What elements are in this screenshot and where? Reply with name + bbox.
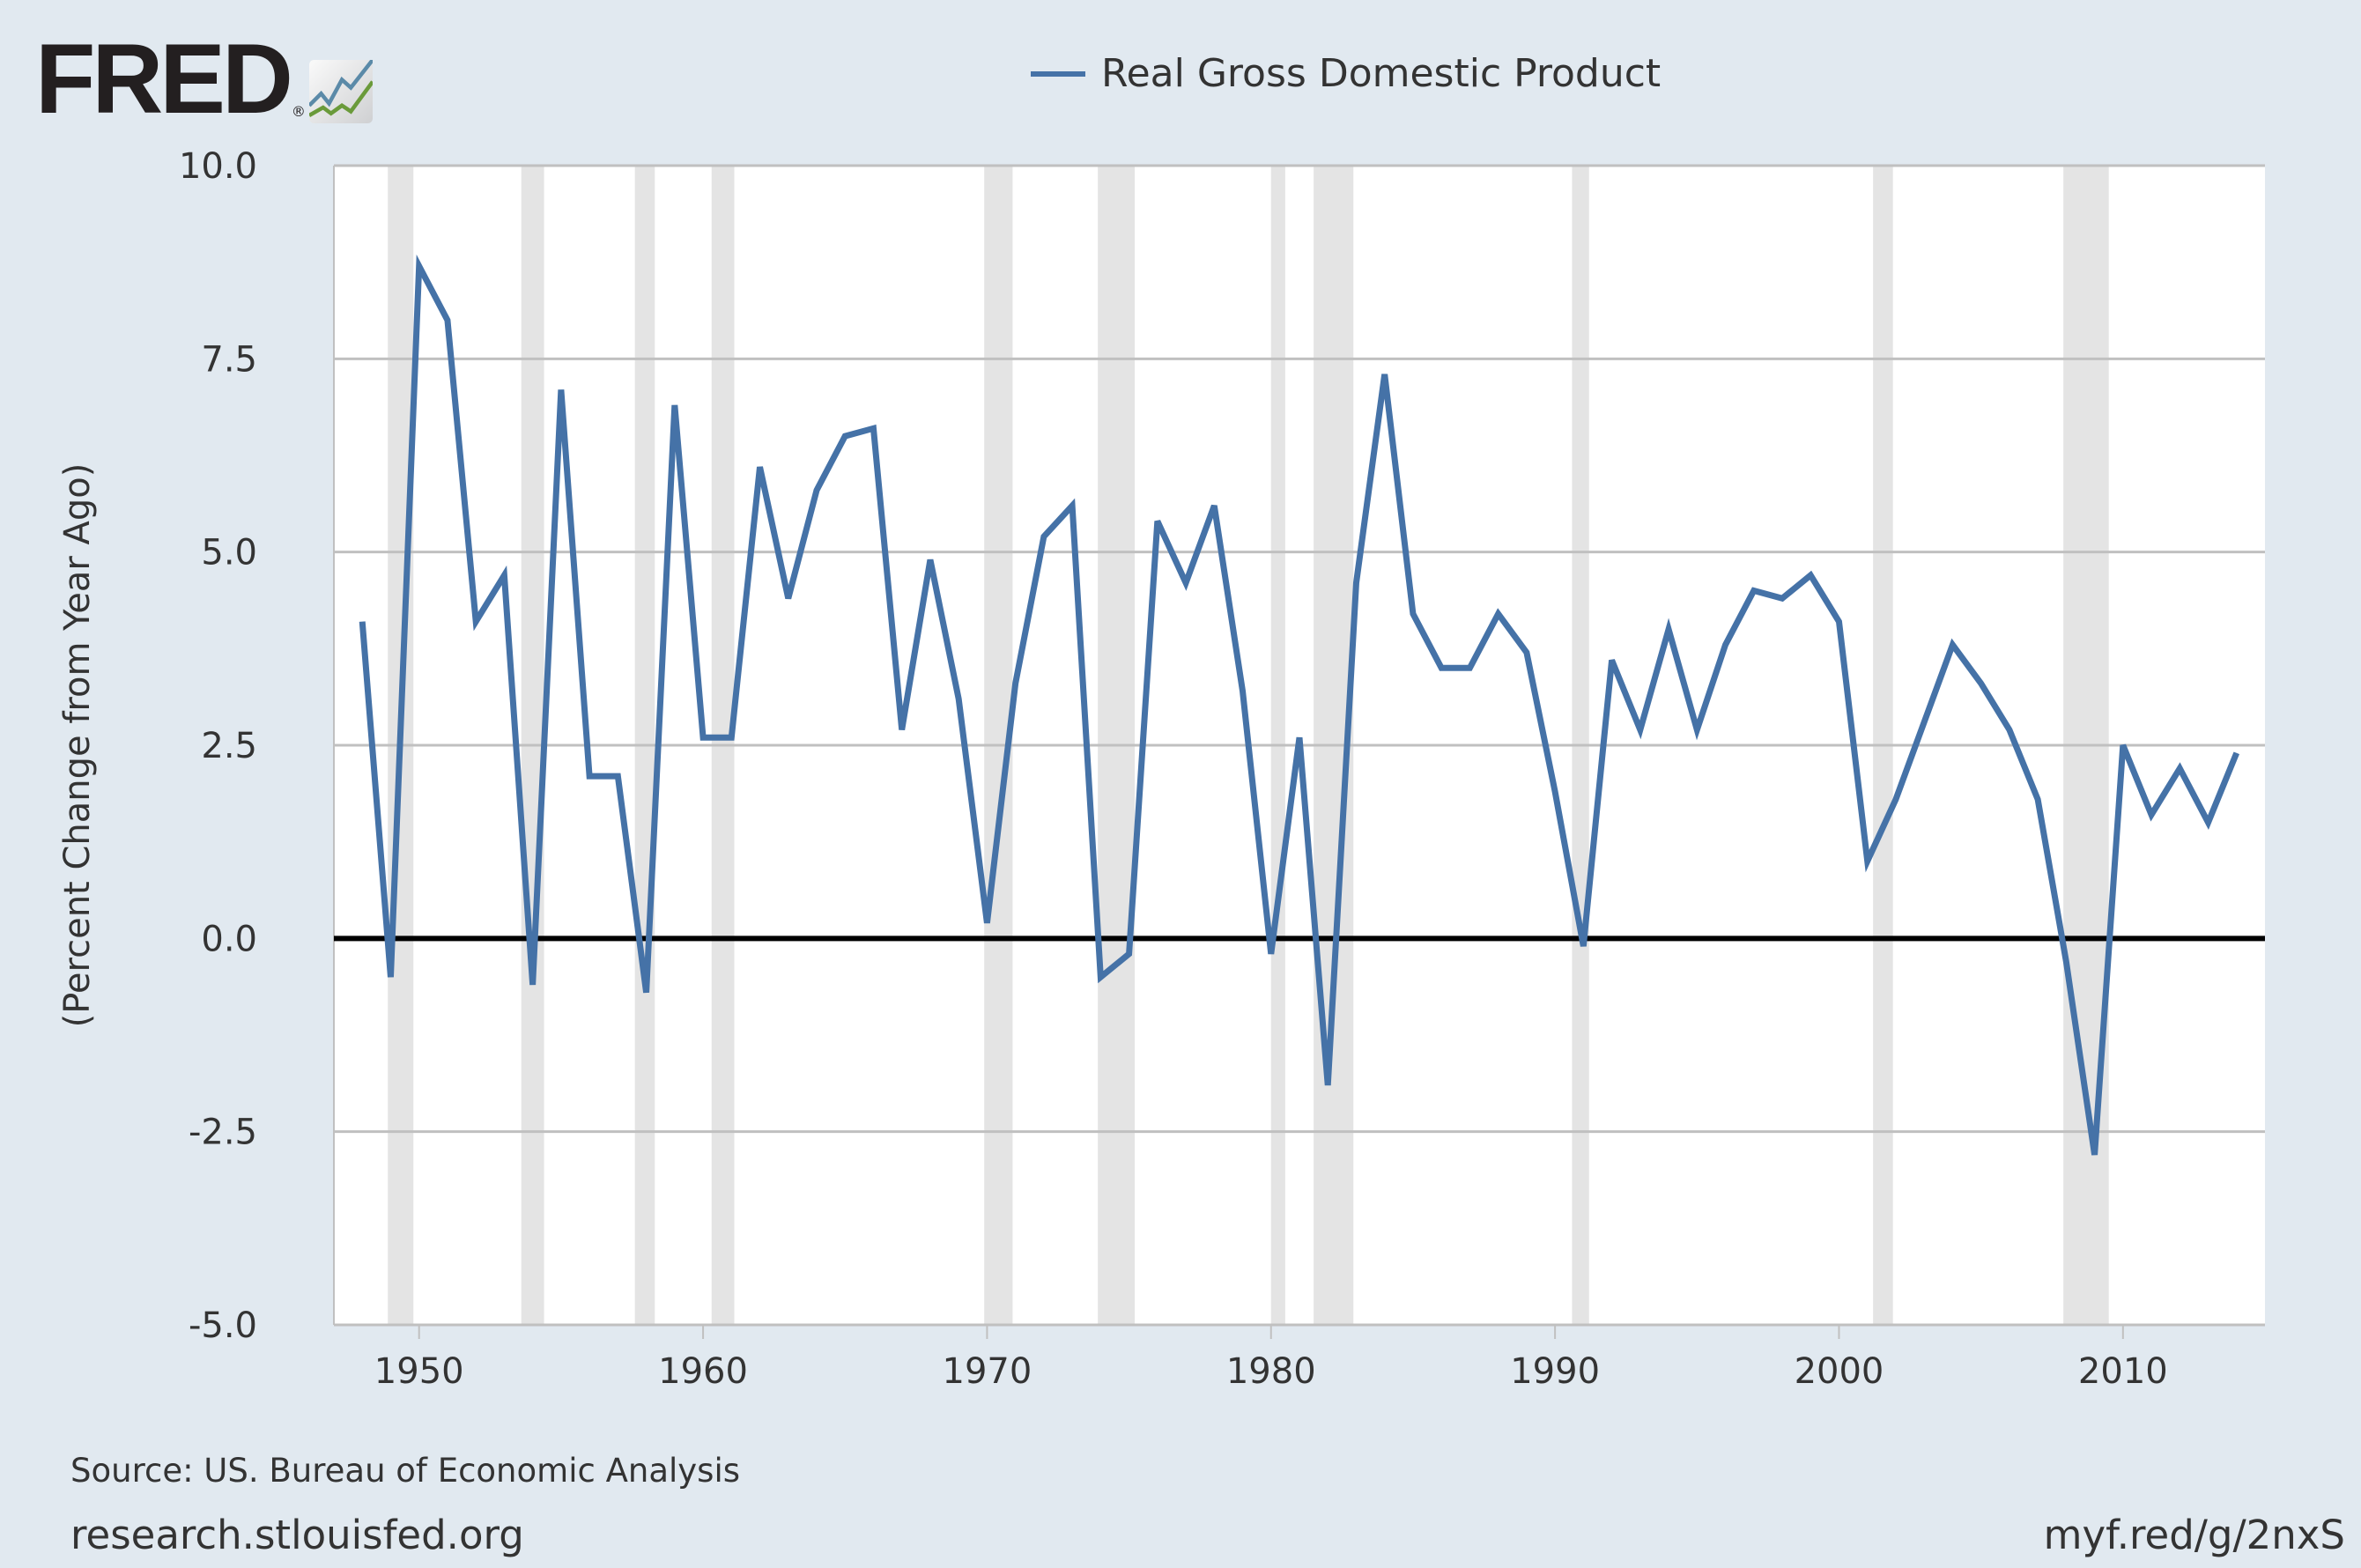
source-note: Source: US. Bureau of Economic Analysis — [70, 1452, 741, 1490]
registered-mark: ® — [291, 103, 306, 120]
short-url-link[interactable]: myf.red/g/2nxS — [2043, 1512, 2345, 1558]
x-tick-label: 1970 — [943, 1351, 1032, 1392]
y-tick-labels: -5.0 -2.5 0.0 2.5 5.0 7.5 10.0 — [179, 146, 257, 1346]
y-tick-label: 0.0 — [201, 919, 257, 959]
y-tick-label: 5.0 — [201, 533, 257, 573]
legend-swatch — [1031, 70, 1085, 77]
y-tick-label: 7.5 — [201, 339, 257, 380]
y-tick-label: 10.0 — [179, 146, 257, 187]
site-link[interactable]: research.stlouisfed.org — [70, 1512, 524, 1558]
legend[interactable]: Real Gross Domestic Product — [1031, 51, 1661, 96]
series-line — [359, 254, 2240, 1156]
x-tick-label: 2000 — [1795, 1351, 1884, 1392]
y-tick-label: 2.5 — [201, 726, 257, 766]
chart-logo-icon — [308, 60, 373, 123]
x-tick-label: 1980 — [1226, 1351, 1316, 1392]
series-lines — [359, 254, 2240, 1156]
y-tick-label: -2.5 — [189, 1113, 257, 1153]
legend-label: Real Gross Domestic Product — [1101, 51, 1662, 96]
fred-logo[interactable]: FRED ® — [35, 24, 373, 134]
y-axis-label: (Percent Change from Year Ago) — [57, 462, 98, 1028]
x-tick-label: 1990 — [1510, 1351, 1600, 1392]
logo-text: FRED — [35, 24, 293, 134]
x-tick-label: 1950 — [374, 1351, 464, 1392]
y-tick-label: -5.0 — [189, 1305, 257, 1346]
x-tick-label: 1960 — [658, 1351, 748, 1392]
x-tick-labels: 1950 1960 1970 1980 1990 2000 2010 — [374, 1351, 2168, 1392]
x-tick-label: 2010 — [2078, 1351, 2168, 1392]
